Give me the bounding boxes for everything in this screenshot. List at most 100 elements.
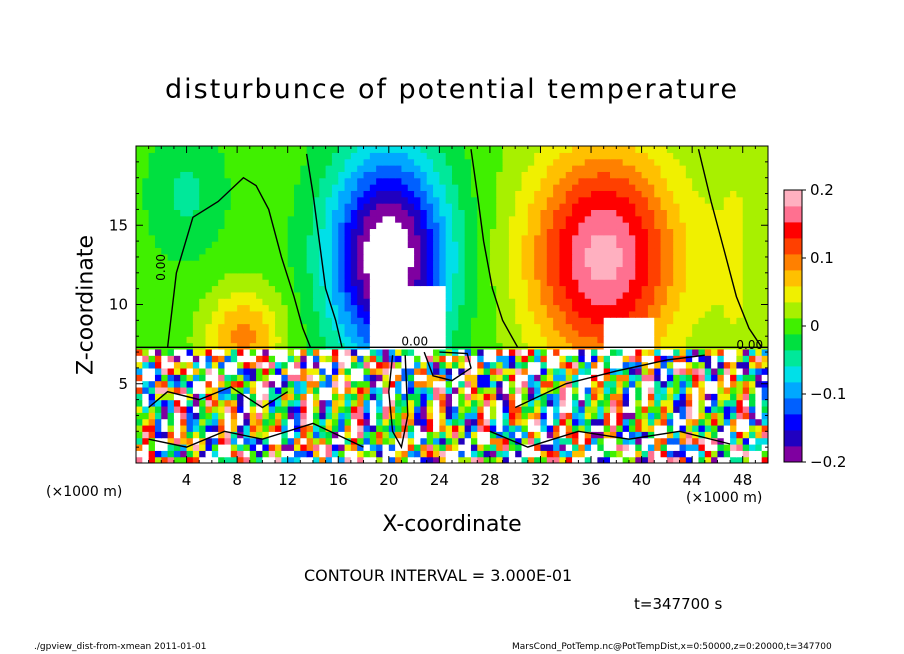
heatmap-cell bbox=[723, 234, 731, 242]
heatmap-cell bbox=[673, 342, 681, 350]
heatmap-cell bbox=[294, 342, 301, 350]
heatmap-cell bbox=[698, 323, 706, 331]
heatmap-cell bbox=[628, 203, 636, 210]
heatmap-cell bbox=[142, 234, 150, 242]
heatmap-cell bbox=[186, 203, 194, 210]
heatmap-cell bbox=[376, 418, 384, 426]
heatmap-cell bbox=[628, 190, 636, 198]
heatmap-cell bbox=[401, 298, 409, 306]
heatmap-cell bbox=[540, 393, 548, 401]
heatmap-cell bbox=[761, 431, 768, 439]
heatmap-cell bbox=[161, 355, 169, 363]
heatmap-cell bbox=[647, 234, 655, 242]
heatmap-cell bbox=[287, 304, 295, 312]
heatmap-cell bbox=[256, 190, 263, 198]
heatmap-cell bbox=[723, 418, 731, 426]
heatmap-cell bbox=[546, 329, 554, 337]
heatmap-cell bbox=[565, 241, 573, 249]
heatmap-cell bbox=[527, 291, 535, 299]
heatmap-cell bbox=[660, 298, 668, 306]
heatmap-cell bbox=[546, 424, 554, 432]
heatmap-cell bbox=[224, 443, 232, 451]
heatmap-cell bbox=[243, 228, 251, 236]
heatmap-cell bbox=[685, 412, 693, 420]
heatmap-cell bbox=[420, 158, 428, 166]
heatmap-cell bbox=[224, 260, 232, 268]
heatmap-cell bbox=[312, 177, 320, 185]
heatmap-cell bbox=[622, 215, 630, 223]
heatmap-cell bbox=[369, 399, 377, 407]
heatmap-cell bbox=[281, 260, 289, 268]
heatmap-cell bbox=[527, 196, 535, 204]
heatmap-cell bbox=[692, 450, 700, 458]
heatmap-cell bbox=[300, 266, 308, 274]
heatmap-cell bbox=[704, 298, 712, 306]
heatmap-cell bbox=[433, 367, 440, 375]
heatmap-cell bbox=[673, 431, 681, 439]
heatmap-cell bbox=[199, 450, 207, 458]
heatmap-cell bbox=[325, 405, 333, 413]
heatmap-cell bbox=[294, 222, 301, 230]
heatmap-cell bbox=[300, 374, 308, 382]
heatmap-cell bbox=[470, 196, 478, 204]
heatmap-cell bbox=[395, 431, 403, 439]
heatmap-cell bbox=[294, 361, 301, 369]
heatmap-cell bbox=[698, 386, 706, 394]
heatmap-cell bbox=[761, 234, 768, 242]
heatmap-cell bbox=[736, 329, 744, 337]
heatmap-cell bbox=[572, 146, 579, 153]
heatmap-cell bbox=[388, 152, 396, 160]
heatmap-cell bbox=[452, 336, 459, 344]
heatmap-cell bbox=[483, 386, 491, 394]
heatmap-cell bbox=[673, 443, 681, 451]
heatmap-cell bbox=[281, 209, 289, 217]
heatmap-cell bbox=[331, 241, 339, 249]
heatmap-cell bbox=[445, 317, 453, 325]
heatmap-cell bbox=[357, 215, 365, 223]
heatmap-cell bbox=[477, 253, 485, 261]
heatmap-cell bbox=[262, 234, 270, 242]
heatmap-cell bbox=[173, 177, 181, 185]
heatmap-cell bbox=[306, 272, 314, 280]
heatmap-cell bbox=[433, 336, 440, 344]
heatmap-cell bbox=[369, 171, 377, 179]
heatmap-cell bbox=[679, 323, 687, 331]
heatmap-cell bbox=[452, 177, 459, 185]
heatmap-cell bbox=[749, 380, 756, 388]
heatmap-cell bbox=[262, 228, 270, 236]
heatmap-cell bbox=[496, 165, 504, 172]
heatmap-cell bbox=[546, 323, 554, 331]
heatmap-cell bbox=[534, 209, 542, 217]
heatmap-cell bbox=[363, 260, 371, 268]
heatmap-cell bbox=[388, 431, 396, 439]
heatmap-cell bbox=[572, 348, 579, 356]
heatmap-cell bbox=[401, 228, 409, 236]
heatmap-cell bbox=[439, 253, 447, 261]
heatmap-cell bbox=[331, 266, 339, 274]
heatmap-cell bbox=[666, 450, 674, 458]
heatmap-cell bbox=[275, 367, 282, 375]
heatmap-cell bbox=[395, 424, 403, 432]
heatmap-cell bbox=[338, 209, 346, 217]
heatmap-cell bbox=[508, 361, 516, 369]
heatmap-cell bbox=[553, 234, 561, 242]
heatmap-cell bbox=[496, 437, 504, 445]
heatmap-cell bbox=[275, 323, 282, 331]
heatmap-cell bbox=[256, 196, 263, 204]
heatmap-cell bbox=[338, 380, 346, 388]
heatmap-cell bbox=[527, 247, 535, 255]
heatmap-cell bbox=[540, 158, 548, 166]
heatmap-cell bbox=[749, 412, 756, 420]
heatmap-cell bbox=[502, 241, 510, 249]
heatmap-cell bbox=[256, 158, 263, 166]
heatmap-cell bbox=[369, 222, 377, 230]
heatmap-cell bbox=[262, 304, 270, 312]
heatmap-cell bbox=[154, 456, 162, 463]
heatmap-cell bbox=[433, 456, 440, 463]
heatmap-cell bbox=[287, 215, 295, 223]
heatmap-cell bbox=[382, 228, 390, 236]
heatmap-cell bbox=[344, 279, 352, 287]
heatmap-cell bbox=[287, 456, 295, 463]
heatmap-cell bbox=[414, 443, 421, 451]
heatmap-cell bbox=[742, 228, 750, 236]
